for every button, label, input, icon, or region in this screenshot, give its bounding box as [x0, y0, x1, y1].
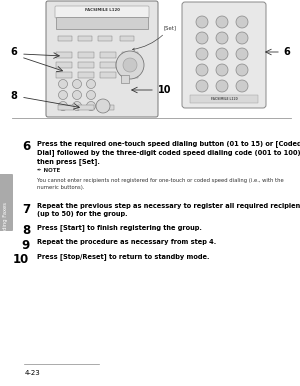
Circle shape: [236, 48, 248, 60]
Circle shape: [236, 16, 248, 28]
Circle shape: [196, 16, 208, 28]
Circle shape: [123, 58, 137, 72]
Text: [Set]: [Set]: [133, 25, 176, 50]
Circle shape: [216, 16, 228, 28]
Circle shape: [216, 48, 228, 60]
Circle shape: [216, 64, 228, 76]
Text: Repeat the previous step as necessary to register all required recipients
(up to: Repeat the previous step as necessary to…: [37, 203, 300, 217]
Text: Press [Start] to finish registering the group.: Press [Start] to finish registering the …: [37, 224, 202, 231]
Bar: [58, 105, 74, 110]
FancyBboxPatch shape: [55, 6, 149, 18]
Text: Press [Stop/Reset] to return to standby mode.: Press [Stop/Reset] to return to standby …: [37, 253, 209, 260]
Text: FACSIMILE L120: FACSIMILE L120: [85, 8, 119, 12]
Bar: [122, 72, 138, 78]
Bar: [78, 62, 94, 68]
Bar: [190, 95, 258, 103]
Circle shape: [236, 64, 248, 76]
Bar: [78, 52, 94, 58]
Text: Sending Faxes: Sending Faxes: [4, 202, 8, 240]
Circle shape: [196, 80, 208, 92]
Circle shape: [116, 51, 144, 79]
Circle shape: [216, 32, 228, 44]
Circle shape: [73, 80, 82, 88]
Circle shape: [196, 32, 208, 44]
Circle shape: [86, 102, 95, 110]
Text: 8: 8: [22, 224, 30, 237]
Bar: [98, 105, 114, 110]
Bar: [56, 17, 148, 29]
Text: FACSIMILE L120: FACSIMILE L120: [211, 97, 237, 101]
Text: 4-23: 4-23: [25, 370, 41, 376]
Bar: [98, 36, 112, 41]
Bar: [100, 52, 116, 58]
Text: You cannot enter recipients not registered for one-touch or coded speed dialing : You cannot enter recipients not register…: [37, 178, 284, 190]
Text: 8: 8: [11, 91, 17, 101]
Bar: [122, 52, 138, 58]
Text: 6: 6: [11, 47, 17, 57]
Text: ✒ NOTE: ✒ NOTE: [37, 168, 60, 173]
Circle shape: [58, 90, 68, 100]
FancyBboxPatch shape: [46, 1, 158, 117]
Bar: [58, 36, 72, 41]
Bar: [56, 52, 72, 58]
Text: 10: 10: [158, 85, 172, 95]
Bar: [122, 62, 138, 68]
Text: 6: 6: [284, 47, 290, 57]
Circle shape: [216, 80, 228, 92]
Circle shape: [73, 90, 82, 100]
Bar: [120, 36, 134, 41]
Bar: [78, 72, 94, 78]
Text: 7: 7: [22, 203, 30, 216]
Circle shape: [86, 90, 95, 100]
Circle shape: [196, 64, 208, 76]
Circle shape: [236, 80, 248, 92]
Circle shape: [236, 32, 248, 44]
FancyBboxPatch shape: [182, 2, 266, 108]
Bar: [78, 36, 92, 41]
Bar: [56, 62, 72, 68]
Circle shape: [58, 80, 68, 88]
Circle shape: [96, 99, 110, 113]
Bar: [56, 72, 72, 78]
Text: 10: 10: [13, 253, 29, 266]
Circle shape: [58, 102, 68, 110]
Circle shape: [73, 102, 82, 110]
Text: 9: 9: [22, 239, 30, 252]
Bar: [100, 62, 116, 68]
Bar: [121, 75, 129, 83]
Text: Press the required one-touch speed dialing button (01 to 15) or [Coded
Dial] fol: Press the required one-touch speed diali…: [37, 140, 300, 165]
Text: Repeat the procedure as necessary from step 4.: Repeat the procedure as necessary from s…: [37, 239, 216, 245]
FancyBboxPatch shape: [0, 174, 13, 231]
Circle shape: [86, 80, 95, 88]
Bar: [78, 105, 94, 110]
Text: 6: 6: [22, 140, 30, 153]
Bar: [100, 72, 116, 78]
Circle shape: [196, 48, 208, 60]
